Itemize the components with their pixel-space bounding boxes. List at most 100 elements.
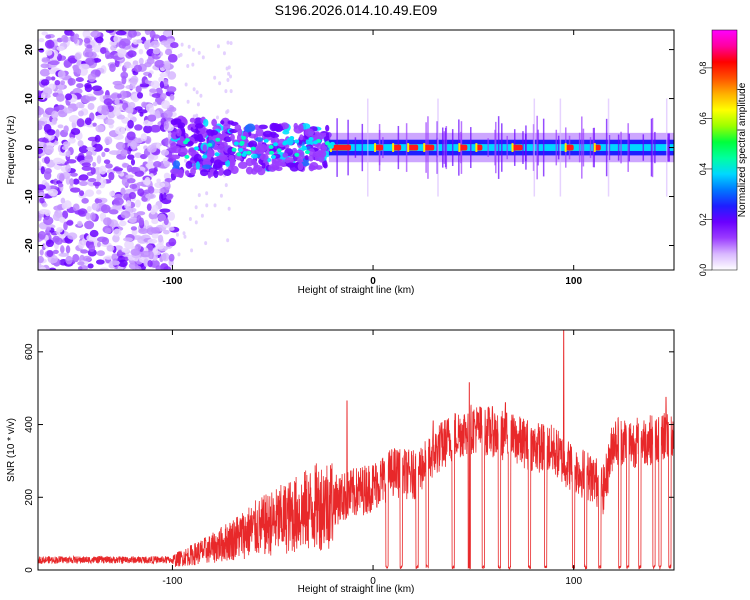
heatmap-cell	[121, 75, 127, 85]
heatmap-cell	[272, 137, 280, 144]
heatmap-cell	[93, 44, 102, 53]
heatmap-cell	[113, 228, 122, 237]
heatmap-cell	[128, 217, 137, 223]
heatmap-cell	[38, 230, 46, 240]
heatmap-cell	[56, 45, 65, 51]
heatmap-cell	[66, 159, 77, 164]
heatmap-cell	[57, 70, 66, 79]
y-tick-label: 10	[24, 93, 35, 105]
heatmap-cell	[143, 258, 149, 268]
heatmap-cell	[141, 101, 147, 108]
y-tick-label: 200	[24, 488, 35, 505]
signal-streak	[581, 116, 583, 179]
heatmap-cell	[138, 57, 144, 65]
heatmap-cell	[38, 137, 49, 143]
heatmap-cell	[124, 240, 134, 250]
heatmap-cell	[166, 86, 177, 93]
heatmap-cell	[129, 77, 138, 87]
heatmap-cell	[38, 38, 45, 43]
heatmap-cell	[177, 53, 181, 58]
heatmap-cell	[44, 145, 54, 155]
heatmap-cell	[78, 63, 90, 70]
signal-streak	[443, 131, 446, 164]
heatmap-cell	[75, 77, 84, 83]
heatmap-cell	[262, 130, 273, 138]
signal-streak	[627, 123, 629, 172]
heatmap-cell	[68, 115, 80, 123]
heatmap-cell	[194, 220, 198, 225]
heatmap-cell	[147, 72, 153, 78]
heatmap-cell	[143, 178, 151, 186]
heatmap-cell	[185, 161, 193, 169]
heatmap-cell	[191, 47, 195, 52]
heatmap-cell	[69, 187, 81, 193]
heatmap-cell	[127, 30, 138, 38]
heatmap-cell	[92, 143, 103, 152]
heatmap-cell	[144, 79, 149, 84]
heatmap-cell	[59, 173, 65, 182]
heatmap-cell	[76, 83, 84, 89]
y-tick-label: -10	[24, 189, 35, 204]
heatmap-cell	[229, 41, 233, 46]
heatmap-cell	[55, 129, 60, 138]
heatmap-cell	[56, 93, 65, 102]
heatmap-cell	[156, 242, 165, 250]
heatmap-cell	[173, 118, 182, 125]
heatmap-cell	[175, 232, 179, 237]
heatmap-cell	[268, 164, 277, 172]
heatmap-cell	[100, 204, 111, 214]
heatmap-cell	[152, 48, 161, 55]
heatmap-cell	[117, 50, 126, 58]
heatmap-cell	[226, 109, 230, 114]
heatmap-cell	[104, 136, 113, 145]
signal-streak	[628, 133, 630, 162]
heatmap-cell	[61, 210, 69, 219]
heatmap-cell	[269, 150, 275, 155]
heatmap-cell	[43, 216, 54, 226]
heatmap-cell	[217, 144, 225, 154]
heatmap-cell	[84, 117, 92, 126]
heatmap-cell	[167, 211, 176, 221]
signal-hotspot	[459, 144, 468, 151]
heatmap-cell	[170, 41, 179, 49]
heatmap-cell	[190, 167, 196, 176]
signal-streak	[451, 129, 454, 166]
heatmap-cell	[147, 144, 157, 153]
heatmap-cell	[84, 154, 94, 164]
heatmap-cell	[40, 116, 49, 122]
heatmap-cell	[67, 232, 78, 240]
heatmap-cell	[85, 212, 91, 220]
heatmap-cell	[163, 79, 169, 87]
signal-hotspot-edge	[407, 143, 410, 152]
heatmap-cell	[65, 245, 71, 254]
heatmap-cell	[230, 134, 235, 142]
signal-streak	[559, 98, 562, 197]
heatmap-cell	[45, 239, 55, 248]
heatmap-cell	[308, 154, 314, 162]
heatmap-cell	[47, 188, 59, 197]
heatmap-cell	[159, 192, 164, 202]
heatmap-cell	[228, 155, 235, 161]
heatmap-cell	[139, 111, 144, 117]
heatmap-cell	[270, 155, 276, 160]
signal-streak	[437, 98, 439, 197]
heatmap-cell	[108, 150, 120, 155]
heatmap-cell	[57, 183, 64, 188]
x-tick-label: 0	[370, 576, 376, 587]
heatmap-cell	[101, 151, 106, 158]
x-tick-label: 100	[565, 576, 582, 587]
heatmap-cell	[192, 87, 196, 92]
heatmap-cell	[256, 166, 266, 176]
heatmap-cell	[41, 57, 51, 63]
x-tick-label: -100	[162, 576, 182, 587]
heatmap-cell	[68, 137, 76, 144]
heatmap-cell	[155, 109, 161, 119]
heatmap-cell	[42, 87, 53, 96]
chart-title: S196.2026.014.10.49.E09	[275, 2, 438, 18]
signal-hotspot-edge	[564, 143, 567, 152]
heatmap-cell	[245, 123, 256, 132]
heatmap-cell	[76, 118, 85, 128]
heatmap-cell	[151, 218, 159, 225]
heatmap-cell	[69, 178, 74, 186]
heatmap-cell	[38, 124, 43, 131]
